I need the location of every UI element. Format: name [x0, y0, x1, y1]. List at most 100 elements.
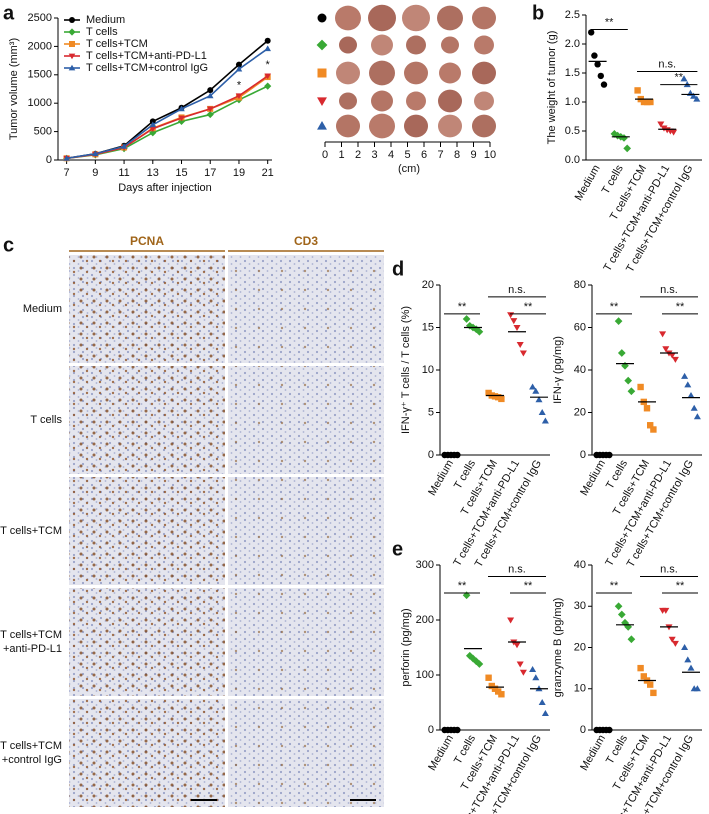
marker — [627, 387, 636, 396]
column-header: PCNA — [130, 234, 164, 248]
x-tick-label: Medium — [573, 163, 603, 203]
ihc-stain — [69, 477, 225, 585]
y-tick-label: 100 — [416, 669, 434, 681]
marker — [617, 349, 626, 357]
marker — [660, 125, 668, 132]
y-tick-label: 1500 — [28, 69, 52, 81]
panel-label: d — [392, 258, 404, 280]
marker — [516, 661, 524, 668]
ruler-label: 9 — [470, 149, 476, 161]
y-tick-label: 0 — [580, 724, 586, 736]
significance: n.s. — [660, 284, 678, 296]
y-tick-label: 1.0 — [565, 96, 580, 108]
marker — [610, 130, 619, 138]
marker — [643, 405, 651, 412]
marker — [519, 350, 527, 357]
marker — [668, 352, 676, 359]
y-tick-label: 2500 — [28, 12, 52, 24]
marker — [149, 126, 157, 133]
marker — [597, 72, 604, 80]
marker — [532, 674, 540, 681]
tumor — [336, 114, 360, 138]
marker — [662, 607, 670, 614]
marker — [600, 81, 608, 88]
marker — [681, 643, 689, 651]
x-tick-label: 7 — [64, 167, 70, 179]
tumor — [438, 114, 462, 138]
tumor — [439, 62, 461, 84]
significance: ** — [675, 72, 684, 84]
tumor — [474, 35, 494, 55]
y-tick-label: 10 — [574, 683, 586, 695]
marker — [541, 709, 549, 717]
tumor — [472, 6, 496, 30]
x-tick-label: Medium — [578, 458, 608, 498]
significance: * — [266, 59, 271, 71]
y-tick-label: 20 — [574, 641, 586, 653]
y-tick-label: 2.5 — [565, 9, 580, 21]
marker — [650, 689, 657, 697]
marker — [614, 317, 623, 325]
ruler-label: 3 — [371, 149, 377, 161]
marker — [671, 356, 679, 363]
tumor — [339, 36, 357, 54]
marker — [535, 396, 543, 403]
tumor — [404, 114, 428, 138]
tumor — [368, 4, 396, 32]
panel-label: e — [392, 538, 403, 560]
marker — [538, 408, 546, 416]
significance: ** — [458, 301, 467, 313]
marker — [206, 92, 214, 99]
tumor — [404, 61, 428, 85]
ruler-label: 6 — [421, 149, 427, 161]
ruler-unit: (cm) — [398, 163, 420, 175]
y-axis-label: IFN-γ (pg/mg) — [552, 336, 564, 404]
row-symbol — [317, 68, 327, 78]
marker — [235, 61, 242, 68]
marker — [623, 144, 632, 153]
marker — [507, 617, 515, 624]
y-axis-label: The weight of tumor (g) — [546, 31, 558, 145]
marker — [657, 121, 665, 128]
marker — [594, 61, 601, 68]
y-tick-label: 0.5 — [565, 125, 580, 137]
ruler-label: 7 — [437, 149, 443, 161]
series-line — [66, 48, 269, 160]
marker — [684, 656, 692, 663]
significance: ** — [605, 16, 614, 28]
marker — [475, 660, 484, 668]
marker — [529, 383, 537, 390]
legend-label: T cells+TCM — [86, 38, 148, 50]
y-tick-label: 500 — [34, 126, 52, 138]
ruler-label: 2 — [355, 149, 361, 161]
marker — [684, 381, 692, 388]
ruler-label: 5 — [404, 149, 410, 161]
row-label: T cells — [30, 414, 62, 426]
legend-marker — [68, 64, 76, 71]
marker — [498, 395, 505, 403]
x-tick-label: 21 — [262, 167, 274, 179]
ruler-label: 0 — [322, 149, 328, 161]
tumor — [369, 113, 395, 139]
marker — [207, 87, 214, 94]
marker — [485, 389, 492, 397]
legend-label: T cells+TCM+control IgG — [86, 62, 208, 74]
ihc-panel: PCNA CD3 Medium T cells T cells+TCM T cells+T… — [0, 234, 384, 807]
y-tick-label: 0 — [428, 724, 434, 736]
marker — [63, 154, 70, 161]
marker — [510, 318, 518, 325]
marker — [624, 623, 633, 631]
row-label: +anti-PD-L1 — [3, 643, 62, 655]
y-axis-label: IFN-γ⁺ T cells / T cells (%) — [400, 306, 412, 434]
marker — [264, 37, 271, 44]
significance: n.s. — [508, 284, 526, 296]
tumor — [474, 91, 494, 111]
y-tick-label: 60 — [574, 321, 586, 333]
panel-label: c — [3, 234, 14, 256]
y-axis-label: Tumor volume (mm³) — [8, 38, 20, 140]
row-label: Medium — [23, 303, 62, 315]
x-tick-label: 15 — [175, 167, 187, 179]
marker — [120, 143, 128, 149]
marker — [498, 691, 505, 698]
marker — [613, 131, 622, 140]
